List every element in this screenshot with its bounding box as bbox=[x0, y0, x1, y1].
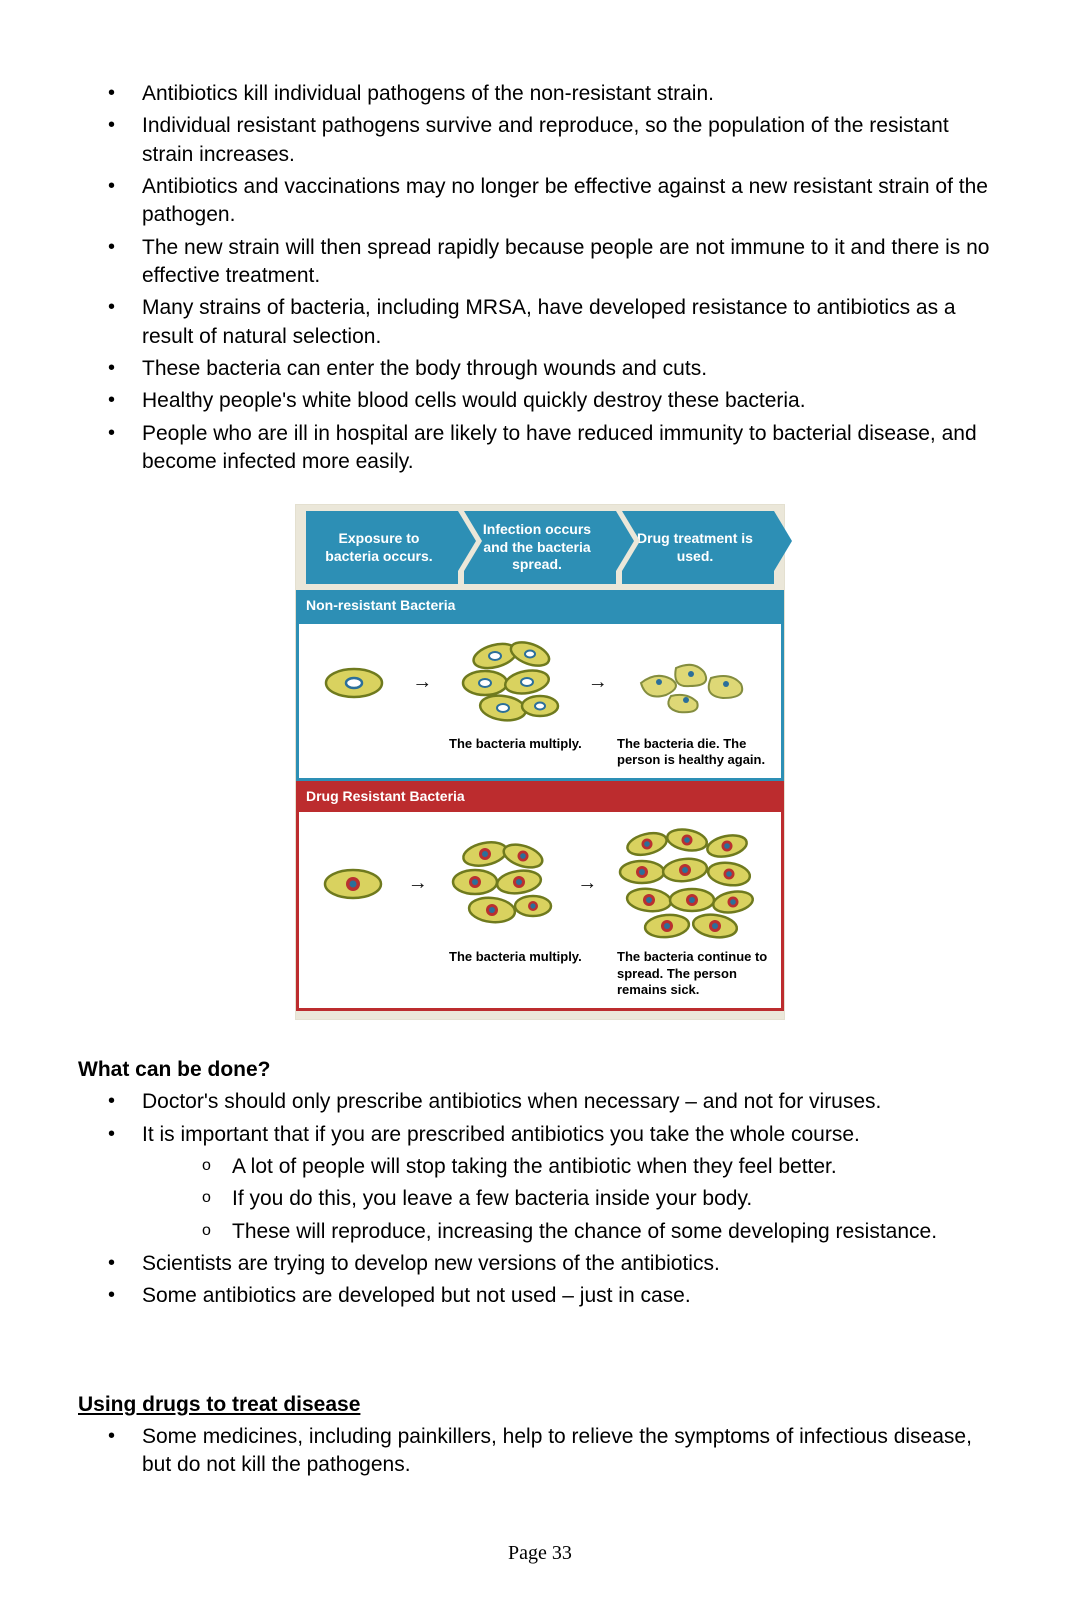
non-resistant-panel: → bbox=[296, 621, 784, 782]
mid-bullet-list: Doctor's should only prescribe antibioti… bbox=[78, 1088, 1002, 1310]
list-item: Many strains of bacteria, including MRSA… bbox=[108, 294, 1002, 351]
list-item: Healthy people's white blood cells would… bbox=[108, 387, 1002, 415]
resistant-spread-icon bbox=[617, 826, 762, 941]
dead-bacteria-icon bbox=[631, 648, 761, 718]
nr-step-1 bbox=[319, 663, 389, 703]
nr-caption-2: The bacteria die. The person is healthy … bbox=[603, 736, 771, 769]
list-item: Antibiotics and vaccinations may no long… bbox=[108, 173, 1002, 230]
bottom-bullet-list: Some medicines, including painkillers, h… bbox=[78, 1423, 1002, 1480]
list-item: People who are ill in hospital are likel… bbox=[108, 420, 1002, 477]
nr-step-3 bbox=[631, 648, 761, 718]
arrow-row: Exposure to bacteria occurs. Infection o… bbox=[306, 511, 774, 584]
list-item: It is important that if you are prescrib… bbox=[108, 1121, 1002, 1246]
resistant-bacterium-icon bbox=[318, 864, 388, 904]
arrow-icon: → bbox=[406, 870, 430, 897]
heading-what-can-be-done: What can be done? bbox=[78, 1056, 1002, 1084]
bacteria-cluster-icon bbox=[455, 638, 565, 728]
arrow-icon: → bbox=[410, 669, 434, 696]
resistance-diagram: Exposure to bacteria occurs. Infection o… bbox=[295, 504, 785, 1020]
arrow-infection: Infection occurs and the bacteria spread… bbox=[464, 511, 616, 584]
r-step-3 bbox=[617, 826, 762, 941]
r-step-1 bbox=[318, 864, 388, 904]
arrow-icon: → bbox=[575, 870, 599, 897]
resistant-cluster-icon bbox=[447, 836, 557, 931]
arrow-icon: → bbox=[586, 669, 610, 696]
sub-list-item: These will reproduce, increasing the cha… bbox=[202, 1218, 1002, 1246]
list-item: These bacteria can enter the body throug… bbox=[108, 355, 1002, 383]
resistant-panel: → bbox=[296, 812, 784, 1011]
list-item-text: It is important that if you are prescrib… bbox=[142, 1123, 860, 1146]
arrow-treatment: Drug treatment is used. bbox=[622, 511, 774, 584]
heading-using-drugs: Using drugs to treat disease bbox=[78, 1391, 1002, 1419]
sub-bullet-list: A lot of people will stop taking the ant… bbox=[142, 1153, 1002, 1246]
list-item: Antibiotics kill individual pathogens of… bbox=[108, 80, 1002, 108]
list-item: Some medicines, including painkillers, h… bbox=[108, 1423, 1002, 1480]
r-step-2 bbox=[447, 836, 557, 931]
list-item: Some antibiotics are developed but not u… bbox=[108, 1282, 1002, 1310]
list-item: The new strain will then spread rapidly … bbox=[108, 234, 1002, 291]
list-item: Scientists are trying to develop new ver… bbox=[108, 1250, 1002, 1278]
bacterium-icon bbox=[319, 663, 389, 703]
diagram-container: Exposure to bacteria occurs. Infection o… bbox=[78, 504, 1002, 1020]
r-caption-1: The bacteria multiply. bbox=[309, 949, 603, 998]
nr-step-2 bbox=[455, 638, 565, 728]
sub-list-item: A lot of people will stop taking the ant… bbox=[202, 1153, 1002, 1181]
arrow-exposure: Exposure to bacteria occurs. bbox=[306, 511, 458, 584]
sub-list-item: If you do this, you leave a few bacteria… bbox=[202, 1185, 1002, 1213]
r-caption-2: The bacteria continue to spread. The per… bbox=[603, 949, 771, 998]
top-bullet-list: Antibiotics kill individual pathogens of… bbox=[78, 80, 1002, 476]
resistant-label: Drug Resistant Bacteria bbox=[296, 781, 784, 812]
page-number: Page 33 bbox=[78, 1540, 1002, 1567]
list-item: Individual resistant pathogens survive a… bbox=[108, 112, 1002, 169]
non-resistant-label: Non-resistant Bacteria bbox=[296, 590, 784, 621]
list-item: Doctor's should only prescribe antibioti… bbox=[108, 1088, 1002, 1116]
nr-caption-1: The bacteria multiply. bbox=[309, 736, 603, 769]
